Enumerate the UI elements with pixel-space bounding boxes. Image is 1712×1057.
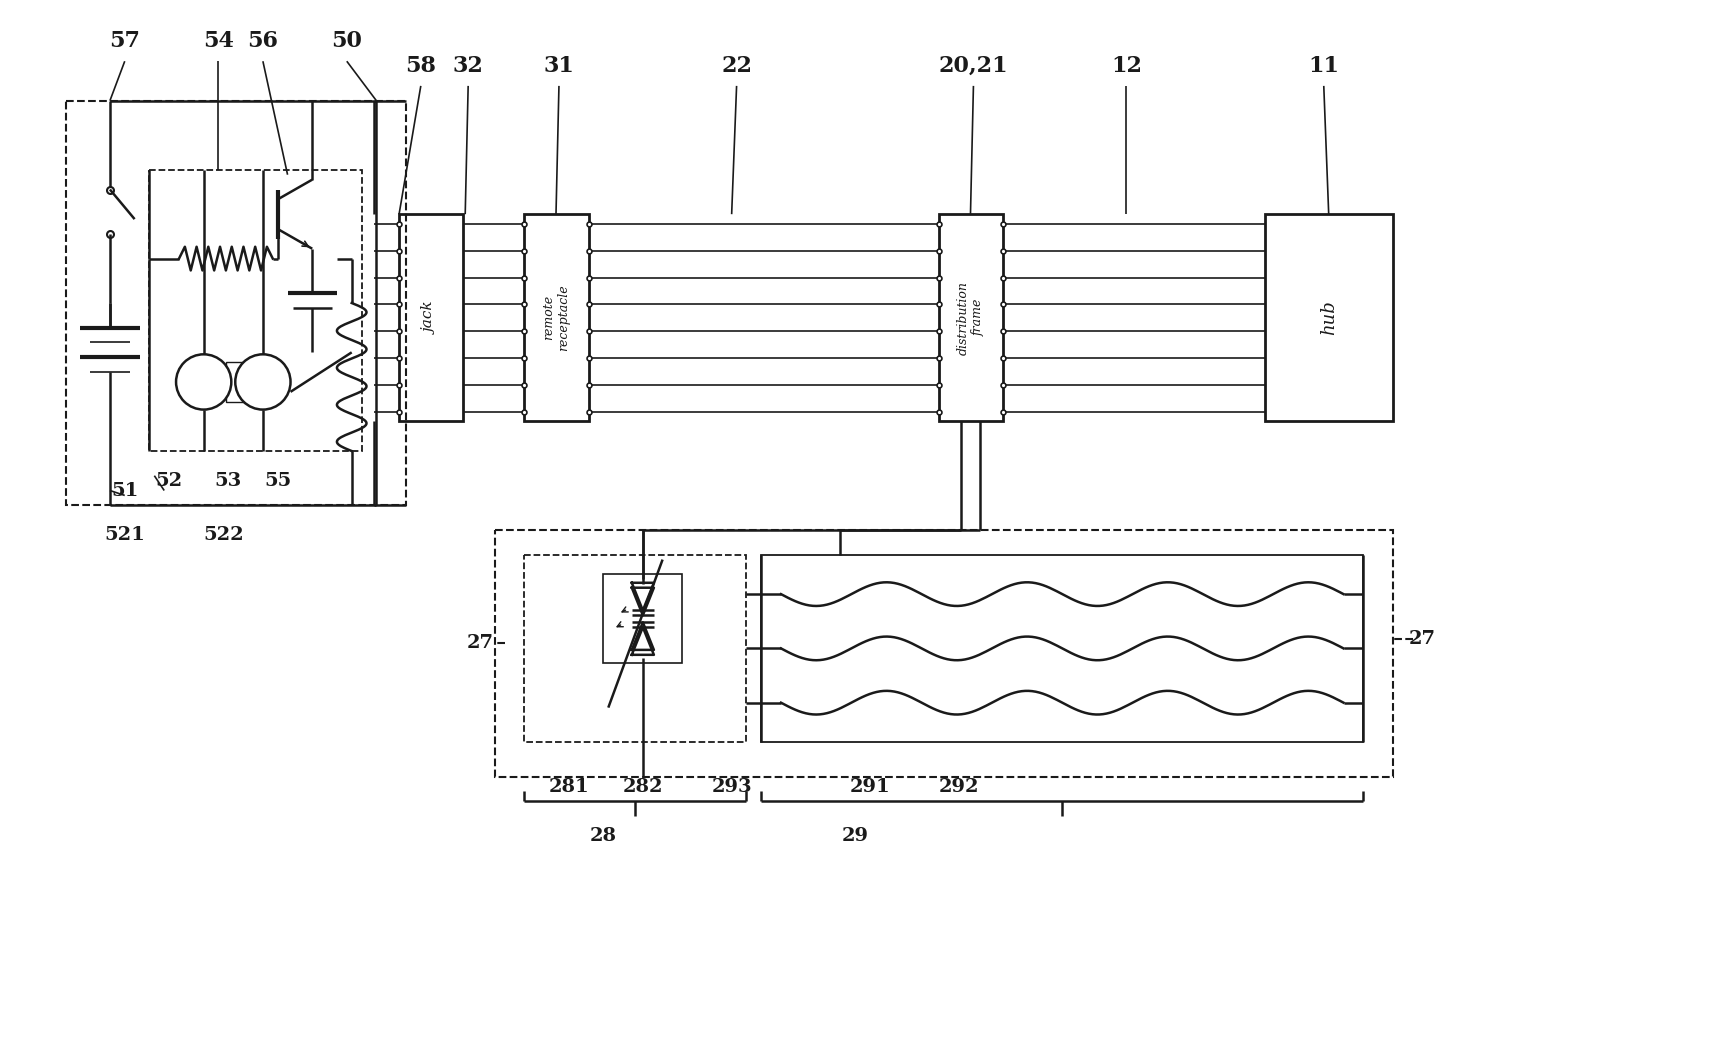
Text: remote
receptacle: remote receptacle [543,284,570,351]
Circle shape [235,354,291,409]
Text: 28: 28 [591,827,616,845]
Bar [524,555,746,742]
Text: 281: 281 [548,778,589,796]
Bar [1265,215,1394,422]
Bar [65,100,406,505]
Circle shape [176,354,231,409]
Text: 12: 12 [1111,55,1142,77]
Text: 50: 50 [332,31,363,53]
Bar [603,574,683,663]
Bar [149,170,361,451]
Bar [226,363,270,402]
Text: 29: 29 [842,827,868,845]
Text: 291: 291 [849,778,890,796]
Text: 54: 54 [204,31,235,53]
Bar [495,530,1394,777]
Text: 56: 56 [248,31,279,53]
Text: 31: 31 [543,55,575,77]
Text: 27: 27 [1409,630,1436,648]
Text: 58: 58 [406,55,437,77]
Text: 22: 22 [721,55,752,77]
Text: 522: 522 [204,526,243,544]
Bar [938,215,1003,422]
Text: jack: jack [425,302,438,334]
Text: 32: 32 [452,55,483,77]
Text: 282: 282 [623,778,663,796]
Text: 20,21: 20,21 [938,55,1008,77]
Bar [399,215,464,422]
Text: 51: 51 [111,482,139,500]
Text: 52: 52 [156,471,183,489]
Bar [762,555,1363,742]
Text: hub: hub [1320,300,1337,335]
Text: 11: 11 [1308,55,1339,77]
Text: 53: 53 [214,471,241,489]
Bar [524,215,589,422]
Text: 57: 57 [110,31,140,53]
Text: 55: 55 [264,471,291,489]
Text: 27: 27 [466,634,493,652]
Text: 293: 293 [712,778,752,796]
Text: 521: 521 [104,526,146,544]
Text: 292: 292 [938,778,979,796]
Text: distribution
frame: distribution frame [957,281,984,355]
